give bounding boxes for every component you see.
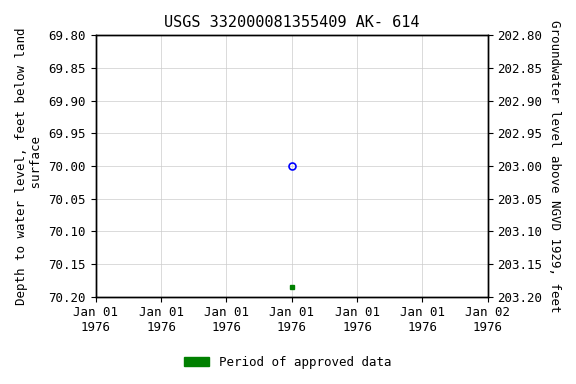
Y-axis label: Groundwater level above NGVD 1929, feet: Groundwater level above NGVD 1929, feet [548,20,561,312]
Y-axis label: Depth to water level, feet below land
 surface: Depth to water level, feet below land su… [15,27,43,305]
Legend: Period of approved data: Period of approved data [179,351,397,374]
Title: USGS 332000081355409 AK- 614: USGS 332000081355409 AK- 614 [164,15,419,30]
